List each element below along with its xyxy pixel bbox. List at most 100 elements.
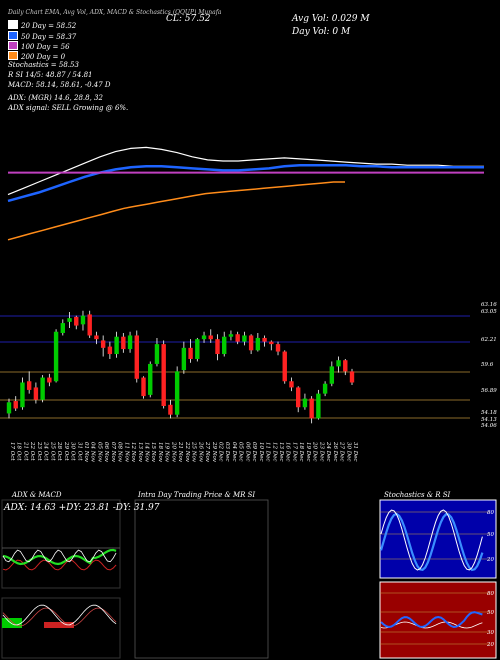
date-tick-label: 10 Dec	[258, 442, 264, 462]
date-tick-label: 04 Dec	[231, 442, 237, 462]
date-tick-label: 01 Nov	[83, 442, 89, 463]
candle-body	[60, 323, 66, 333]
date-tick-label: 11 Nov	[123, 442, 129, 463]
candle-body	[228, 334, 234, 337]
candle-body	[262, 337, 267, 342]
candle-body	[40, 377, 45, 400]
date-tick-label: 30 Oct	[70, 442, 76, 461]
date-tick-label: 09 Dec	[251, 442, 257, 462]
plus-di-line	[2, 548, 117, 566]
candle-body	[329, 366, 335, 384]
date-tick-label: 18 Oct	[16, 442, 22, 461]
intraday-panel-box	[134, 499, 269, 659]
candle-body	[248, 335, 254, 351]
candle-body	[80, 315, 86, 325]
candle-body	[67, 318, 72, 322]
candle-body	[100, 340, 106, 348]
rsi-line	[380, 611, 483, 629]
date-tick-label: 26 Nov	[197, 441, 203, 463]
date-tick-label: 11 Dec	[265, 442, 271, 462]
candle-body	[141, 377, 146, 397]
date-tick-label: 26 Dec	[332, 441, 338, 462]
candle-body	[336, 360, 341, 367]
adx-line	[2, 549, 117, 563]
date-tick-label: 20 Dec	[312, 441, 318, 462]
ema100-label: 100 Day = 56	[21, 43, 70, 51]
candle-body	[242, 335, 247, 342]
date-tick-label: 30 Dec	[345, 442, 351, 462]
date-tick-label: 31 Dec	[352, 442, 358, 462]
rsi-tick-label: 50	[487, 610, 494, 616]
legend-ema200: 200 Day = 0	[8, 51, 65, 61]
date-tick-label: 23 Oct	[36, 441, 42, 461]
date-tick-label: 17 Dec	[291, 442, 297, 462]
rsi-tick-label: 20	[486, 642, 494, 648]
date-tick-label: 13 Nov	[137, 442, 143, 463]
ema20-swatch	[8, 20, 18, 29]
candle-body	[282, 351, 287, 382]
date-tick-label: 22 Oct	[29, 441, 35, 461]
stochastics-readout: Stochastics = 58.53	[8, 61, 79, 69]
candle-body	[255, 337, 261, 351]
candle-body	[53, 331, 59, 382]
price-level-label: 54.13	[481, 417, 497, 423]
date-tick-label: 14 Nov	[144, 442, 150, 463]
legend-ema20: 20 Day = 58.52	[8, 20, 76, 30]
candle-body	[316, 393, 321, 419]
candle-body	[127, 335, 133, 350]
candle-body	[87, 314, 92, 336]
intraday-title: Intra Day Trading Price & MR SI	[138, 491, 256, 499]
candle-body	[154, 344, 160, 364]
rsi-signal-line	[380, 621, 483, 629]
date-tick-label: 21 Oct	[22, 441, 28, 461]
macd-hist-positive	[2, 618, 22, 628]
candle-body	[349, 371, 355, 383]
rsi-panel-box	[379, 581, 497, 659]
candle-body	[222, 336, 227, 355]
date-tick-label: 12 Dec	[271, 442, 277, 462]
minus-di-line	[2, 559, 117, 571]
legend-ema100: 100 Day = 56	[8, 41, 70, 51]
candle-body	[94, 335, 99, 340]
chart-title: Daily Chart EMA, Avg Vol, ADX, MACD & St…	[8, 9, 222, 16]
candle-body	[343, 360, 348, 372]
date-tick-label: 05 Dec	[238, 442, 244, 462]
candle-body	[275, 344, 281, 352]
rsi-tick-label: 80	[487, 591, 494, 597]
date-tick-label: 23 Dec	[318, 441, 324, 462]
candle-body	[134, 335, 139, 379]
macd-line	[2, 604, 117, 626]
adx-macd-title: ADX & MACD	[12, 491, 62, 499]
date-tick-label: 21 Nov	[177, 441, 183, 463]
stoch-rsi-title: Stochastics & R SI	[384, 491, 451, 499]
date-tick-label: 22 Nov	[184, 441, 190, 463]
candle-body	[13, 401, 18, 409]
ema200-label: 200 Day = 0	[21, 53, 66, 61]
price-level-label: 56.89	[481, 388, 497, 394]
candle-body	[289, 381, 294, 388]
date-tick-label: 25 Oct	[49, 441, 55, 461]
candle-body	[148, 363, 153, 395]
price-level-label: 54.18	[481, 410, 497, 416]
date-tick-label: 19 Dec	[305, 442, 311, 462]
date-tick-label: 20 Nov	[170, 441, 176, 463]
date-tick-label: 19 Nov	[164, 442, 170, 463]
date-tick-label: 24 Dec	[325, 441, 331, 462]
stoch-tick-label: 20	[486, 557, 494, 563]
ema100-swatch	[8, 41, 18, 50]
ema-line-200-day	[7, 181, 345, 241]
candle-body	[20, 382, 25, 408]
ema-line-50-day	[7, 163, 484, 203]
date-tick-label: 31 Oct	[76, 442, 82, 461]
stoch-k-line	[380, 509, 483, 571]
date-tick-label: 25 Nov	[191, 441, 197, 463]
date-tick-label: 05 Nov	[96, 442, 102, 463]
candle-body	[6, 402, 12, 414]
stoch-tick-label: 50	[487, 532, 494, 538]
rsi-tick-label: 30	[487, 630, 494, 636]
candle-body	[295, 387, 301, 408]
candle-body	[47, 377, 52, 383]
ema50-swatch	[8, 31, 18, 40]
date-tick-label: 04 Nov	[90, 442, 96, 463]
candle-body	[181, 347, 187, 371]
